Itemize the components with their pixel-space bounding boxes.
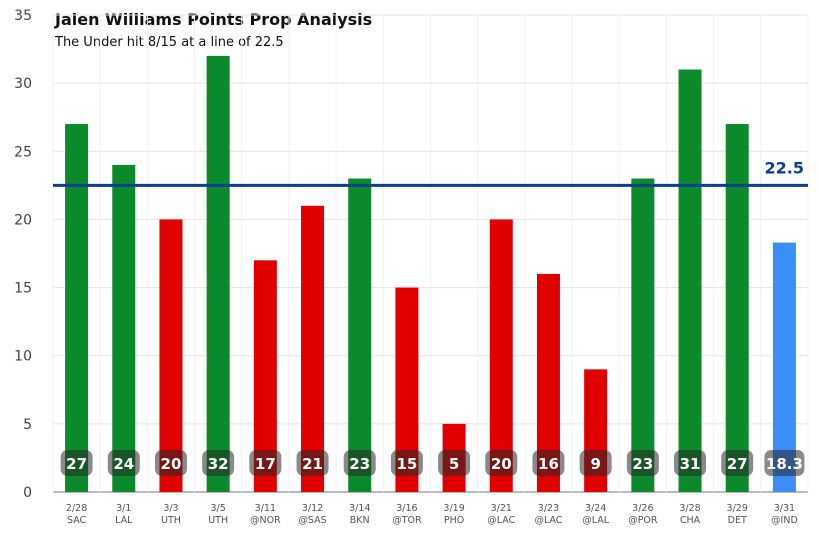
- y-tick-label: 25: [14, 144, 32, 160]
- x-tick-opponent: @LAC: [534, 515, 562, 526]
- chart-subtitle: The Under hit 8/15 at a line of 22.5: [55, 35, 284, 50]
- bar: [395, 287, 419, 492]
- x-tick-opponent: DET: [728, 515, 747, 526]
- value-label-bg: [154, 450, 187, 476]
- value-label: 16: [538, 455, 559, 473]
- value-label-bg: [202, 450, 235, 476]
- value-label-bg: [764, 450, 805, 476]
- x-tick-date: 3/11: [255, 503, 276, 514]
- value-label-bg: [438, 450, 471, 476]
- value-label-bg: [674, 450, 707, 476]
- y-tick-label: 10: [14, 349, 32, 365]
- x-tick-date: 3/29: [727, 503, 748, 514]
- y-tick-label: 0: [23, 485, 32, 501]
- value-label-bg: [579, 450, 612, 476]
- bar: [631, 178, 655, 493]
- x-tick-opponent: UTH: [208, 515, 228, 526]
- bar: [159, 219, 183, 492]
- y-tick-label: 15: [14, 281, 32, 297]
- y-tick-label: 30: [14, 76, 32, 92]
- bar: [65, 124, 89, 493]
- x-tick-opponent: CHA: [680, 515, 701, 526]
- x-tick-opponent: LAL: [115, 515, 133, 526]
- bars-layer: [65, 55, 796, 493]
- value-label: 31: [680, 455, 701, 473]
- value-label: 32: [208, 455, 229, 473]
- x-tick-opponent: @SAS: [298, 515, 326, 526]
- x-tick-opponent: @NOR: [250, 515, 281, 526]
- bar: [489, 219, 513, 492]
- prop-line-label: 22.5: [765, 158, 804, 177]
- value-label-bg: [343, 450, 376, 476]
- value-label: 15: [396, 455, 417, 473]
- x-tick-date: 3/28: [679, 503, 700, 514]
- y-tick-label: 5: [23, 417, 32, 433]
- value-label: 17: [255, 455, 276, 473]
- value-label: 20: [161, 455, 182, 473]
- value-label: 27: [66, 455, 87, 473]
- value-label-bg: [532, 450, 565, 476]
- value-label: 5: [449, 455, 459, 473]
- bar: [206, 55, 230, 493]
- value-label: 24: [113, 455, 134, 473]
- x-tick-opponent: @LAL: [582, 515, 610, 526]
- bar: [772, 242, 796, 492]
- value-label: 9: [590, 455, 600, 473]
- bar: [253, 260, 277, 492]
- x-tick-date: 3/24: [585, 503, 606, 514]
- labels-layer: 272/28SAC243/1LAL203/3UTH323/5UTH173/11@…: [60, 450, 805, 526]
- x-tick-date: 3/5: [211, 503, 226, 514]
- x-tick-opponent: SAC: [67, 515, 87, 526]
- x-tick-opponent: @IND: [771, 515, 798, 526]
- x-tick-date: 3/31: [774, 503, 795, 514]
- value-label-bg: [721, 450, 754, 476]
- x-tick-opponent: UTH: [161, 515, 181, 526]
- value-label-bg: [107, 450, 140, 476]
- x-tick-date: 3/21: [491, 503, 512, 514]
- bar: [112, 164, 136, 492]
- y-tick-label: 20: [14, 212, 32, 228]
- value-label: 27: [727, 455, 748, 473]
- x-tick-date: 3/26: [632, 503, 653, 514]
- x-tick-date: 3/16: [396, 503, 417, 514]
- x-tick-date: 3/19: [443, 503, 464, 514]
- value-label-bg: [390, 450, 423, 476]
- x-tick-date: 3/14: [349, 503, 370, 514]
- x-tick-date: 3/1: [116, 503, 131, 514]
- bar: [725, 124, 749, 493]
- x-tick-date: 3/12: [302, 503, 323, 514]
- value-label: 18.3: [766, 455, 803, 473]
- value-label: 20: [491, 455, 512, 473]
- bar: [536, 273, 560, 492]
- bar: [301, 205, 325, 493]
- x-tick-opponent: PHO: [444, 515, 464, 526]
- x-tick-opponent: @POR: [628, 515, 658, 526]
- value-label-bg: [249, 450, 282, 476]
- value-label: 23: [632, 455, 653, 473]
- value-label-bg: [485, 450, 518, 476]
- x-tick-date: 2/28: [66, 503, 87, 514]
- x-tick-date: 3/23: [538, 503, 559, 514]
- value-label: 23: [349, 455, 370, 473]
- value-label-bg: [626, 450, 659, 476]
- value-label: 21: [302, 455, 323, 473]
- bar: [678, 69, 702, 492]
- x-tick-date: 3/3: [163, 503, 178, 514]
- value-label-bg: [296, 450, 329, 476]
- prop-line-layer: 22.5: [53, 158, 808, 187]
- bar: [348, 178, 372, 493]
- y-tick-label: 35: [14, 8, 32, 24]
- value-label-bg: [60, 450, 93, 476]
- x-tick-opponent: BKN: [350, 515, 370, 526]
- x-tick-opponent: @LAC: [487, 515, 515, 526]
- x-tick-opponent: @TOR: [392, 515, 422, 526]
